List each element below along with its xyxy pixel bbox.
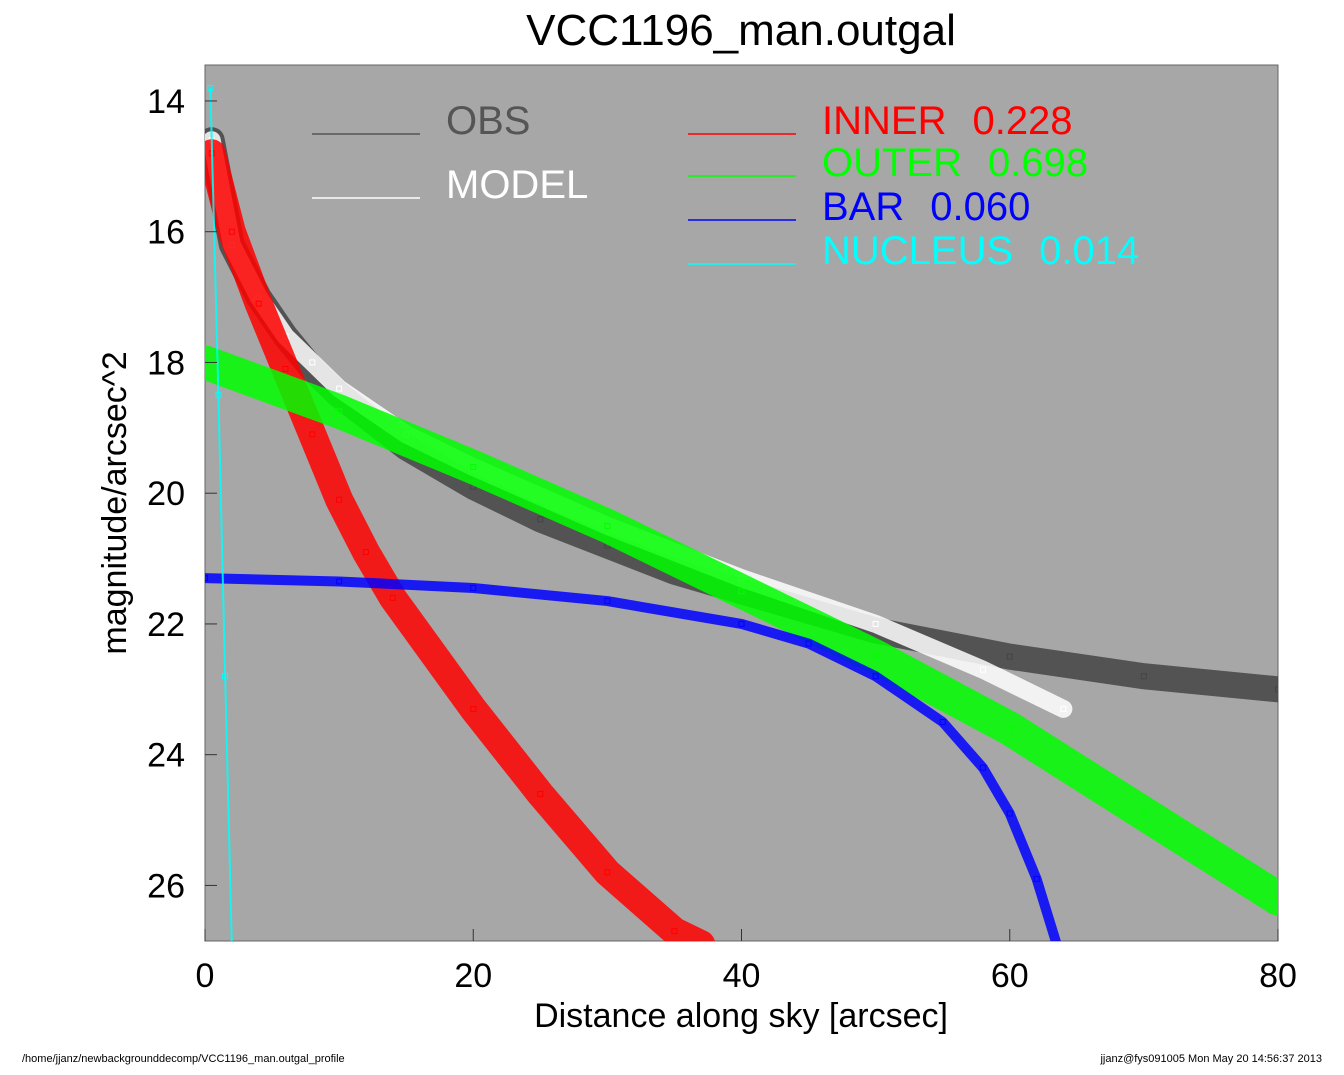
legend-label: MODEL [446,163,588,207]
legend-label: OUTER 0.698 [822,141,1088,185]
series-layer [205,84,1278,947]
y-tick-label: 24 [147,737,185,775]
legend-item-model: MODEL [312,163,588,207]
legend-item-outer: OUTER 0.698 [688,141,1088,185]
data-point [604,522,611,529]
data-point [1060,705,1067,712]
series-line-bar [205,573,1061,941]
data-point [255,300,262,307]
data-point [738,620,745,627]
data-point [336,385,343,392]
legend-value: 0.698 [988,141,1088,185]
legend-value: 0.228 [972,99,1072,143]
legend-label: NUCLEUS 0.014 [822,229,1139,273]
data-point [229,942,234,947]
legend-label: OBS [446,99,530,143]
y-tick-label: 26 [147,867,185,905]
data-point [671,928,678,935]
data-point [389,594,396,601]
data-point [1275,895,1278,902]
data-point [604,869,611,876]
data-point [872,673,879,680]
legend-item-inner: INNER 0.228 [688,99,1073,143]
x-tick-label: 40 [723,957,761,995]
data-point [537,516,544,523]
data-point [207,84,214,91]
data-point [979,764,986,771]
tick-layer: 0 20 40 60 80 14 16 18 20 22 24 26 [147,83,1297,995]
data-point [1006,810,1013,817]
data-point [1140,810,1147,817]
x-tick-label: 80 [1259,957,1297,995]
footer-timestamp: jjanz@fys091005 Mon May 20 14:56:37 2013 [1100,1053,1322,1065]
y-tick-label: 18 [147,344,185,382]
series-line-inner [205,139,715,941]
x-tick-label: 60 [991,957,1029,995]
data-point [222,673,229,680]
legend-value: 0.060 [930,185,1030,229]
series-bar [205,573,1061,947]
data-point [309,359,316,366]
legend-item-bar: BAR 0.060 [688,185,1030,229]
legend-value: 0.014 [1039,229,1139,273]
y-axis-label: magnitude/arcsec^2 [96,351,134,654]
data-point [872,653,879,660]
data-point [1006,725,1013,732]
data-point [362,549,369,556]
data-point [228,228,235,235]
chart-title: VCC1196_man.outgal [526,6,956,55]
data-point [537,790,544,797]
data-point [604,598,611,605]
data-point [872,620,879,627]
data-point [939,719,946,725]
legend-label: BAR 0.060 [822,185,1030,229]
data-point [699,942,704,947]
data-point [1054,942,1059,947]
data-point [1033,875,1040,882]
legend-label: INNER 0.228 [822,99,1073,143]
data-point [309,431,316,438]
data-point [470,705,477,712]
y-tick-label: 22 [147,606,185,644]
data-point [282,365,289,372]
y-tick-label: 20 [147,475,185,513]
data-point [1275,686,1278,693]
data-point [470,584,477,591]
legend-item-obs: OBS [312,99,530,143]
series-nucleus [207,84,234,947]
data-point [979,666,986,673]
series-line-nucleus [209,86,233,941]
data-point [205,575,208,582]
footer-path: /home/jjanz/newbackgrounddecomp/VCC1196_… [22,1053,345,1065]
data-point [1140,673,1147,680]
x-tick-label: 0 [196,957,215,995]
data-point [215,392,222,399]
series-outer [205,345,1278,916]
data-point [1006,653,1013,660]
data-point [336,408,343,415]
data-point [336,496,343,503]
data-point [336,578,343,585]
y-tick-label: 14 [147,83,185,121]
x-axis-label: Distance along sky [arcsec] [534,997,948,1035]
data-point [470,464,477,471]
data-point [805,640,812,647]
series-line-outer [205,345,1278,916]
y-tick-label: 16 [147,214,185,252]
x-tick-label: 20 [454,957,492,995]
legend-item-nucleus: NUCLEUS 0.014 [688,229,1139,273]
data-point [738,588,745,595]
